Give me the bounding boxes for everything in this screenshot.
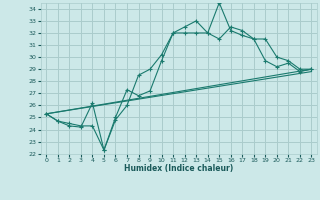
X-axis label: Humidex (Indice chaleur): Humidex (Indice chaleur) xyxy=(124,164,234,173)
